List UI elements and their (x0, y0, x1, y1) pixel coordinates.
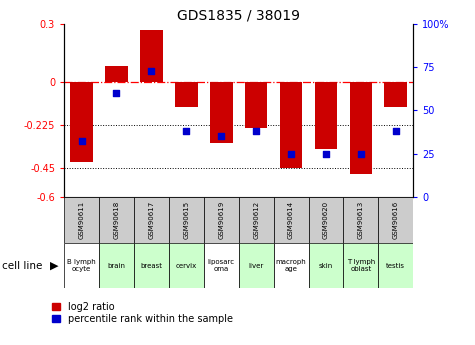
Bar (280, 82, 303, 168)
Bar (169, 197, 204, 243)
Bar (99, 197, 134, 243)
Text: macroph
age: macroph age (276, 259, 306, 272)
Text: testis: testis (386, 263, 405, 269)
Text: GSM90616: GSM90616 (393, 201, 399, 239)
Bar (379, 197, 413, 243)
Text: GSM90611: GSM90611 (78, 201, 85, 239)
Bar (343, 243, 379, 288)
Text: GSM90618: GSM90618 (114, 201, 120, 239)
Text: T lymph
oblast: T lymph oblast (347, 259, 375, 272)
Point (113, 90, 120, 96)
Point (182, 128, 190, 134)
Text: liver: liver (248, 263, 264, 269)
Bar (343, 197, 379, 243)
Point (218, 134, 225, 139)
Text: GSM90614: GSM90614 (288, 201, 294, 239)
Bar (309, 197, 343, 243)
Text: GSM90615: GSM90615 (183, 201, 190, 239)
Bar (140, 30, 163, 82)
Bar (210, 82, 233, 143)
Text: GSM90620: GSM90620 (323, 201, 329, 239)
Bar (64, 197, 99, 243)
Bar (99, 243, 134, 288)
Point (322, 151, 330, 156)
Point (78, 139, 86, 144)
Text: cervix: cervix (176, 263, 197, 269)
Bar (134, 197, 169, 243)
Point (392, 128, 399, 134)
Bar (309, 243, 343, 288)
Point (287, 151, 295, 156)
Title: GDS1835 / 38019: GDS1835 / 38019 (177, 9, 300, 23)
Bar (274, 197, 309, 243)
Text: cell line: cell line (2, 261, 43, 270)
Text: GSM90613: GSM90613 (358, 201, 364, 239)
Legend: log2 ratio, percentile rank within the sample: log2 ratio, percentile rank within the s… (52, 302, 233, 324)
Bar (204, 243, 238, 288)
Bar (314, 82, 337, 149)
Bar (105, 66, 128, 82)
Text: ▶: ▶ (50, 261, 59, 270)
Bar (274, 243, 309, 288)
Text: breast: breast (141, 263, 162, 269)
Text: GSM90619: GSM90619 (218, 201, 224, 239)
Bar (169, 243, 204, 288)
Text: skin: skin (319, 263, 333, 269)
Bar (134, 243, 169, 288)
Bar (64, 243, 99, 288)
Text: GSM90612: GSM90612 (253, 201, 259, 239)
Text: brain: brain (107, 263, 125, 269)
Bar (379, 243, 413, 288)
Text: B lymph
ocyte: B lymph ocyte (67, 259, 96, 272)
Bar (238, 197, 274, 243)
Bar (350, 82, 372, 174)
Point (357, 151, 365, 156)
Bar (70, 82, 93, 162)
Bar (245, 82, 267, 128)
Bar (204, 197, 238, 243)
Point (148, 68, 155, 73)
Text: liposarc
oma: liposarc oma (208, 259, 235, 272)
Point (252, 128, 260, 134)
Bar (384, 82, 407, 107)
Text: GSM90617: GSM90617 (148, 201, 154, 239)
Bar (238, 243, 274, 288)
Bar (175, 82, 198, 107)
